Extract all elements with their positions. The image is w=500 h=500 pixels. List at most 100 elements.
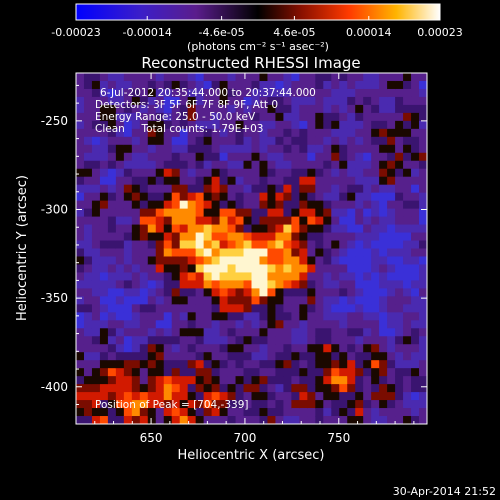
heatmap-cell: [299, 312, 308, 321]
heatmap-cell: [251, 144, 261, 154]
heatmap-cell: [187, 280, 197, 289]
heatmap-cell: [163, 224, 173, 234]
heatmap-cell: [267, 184, 277, 194]
heatmap-cell: [219, 256, 229, 266]
heatmap-cell: [171, 384, 181, 393]
heatmap-cell: [363, 224, 372, 234]
heatmap-cell: [99, 176, 109, 186]
heatmap-cell: [163, 280, 173, 289]
heatmap-cell: [187, 328, 197, 337]
heatmap-cell: [147, 328, 157, 337]
heatmap-cell: [259, 376, 269, 385]
heatmap-cell: [227, 336, 237, 345]
heatmap-cell: [243, 336, 253, 345]
heatmap-cell: [267, 248, 277, 258]
heatmap-cell: [171, 336, 181, 345]
heatmap-cell: [267, 312, 277, 321]
heatmap-cell: [163, 256, 173, 266]
heatmap-cell: [395, 336, 404, 345]
heatmap-cell: [243, 152, 253, 162]
heatmap-cell: [403, 248, 412, 258]
heatmap-cell: [291, 400, 300, 409]
heatmap-cell: [147, 304, 157, 313]
heatmap-cell: [147, 416, 157, 424]
heatmap-cell: [403, 112, 412, 122]
colorbar-tick-label: -0.00014: [122, 26, 171, 39]
heatmap-cell: [83, 136, 93, 146]
heatmap-cell: [219, 208, 229, 218]
heatmap-cell: [347, 336, 356, 345]
heatmap-cell: [371, 240, 380, 250]
heatmap-cell: [115, 400, 125, 409]
heatmap-cell: [267, 320, 277, 329]
heatmap-cell: [291, 288, 300, 297]
heatmap-cell: [195, 328, 205, 337]
heatmap-cell: [387, 104, 396, 114]
heatmap-cell: [387, 272, 396, 282]
heatmap-cell: [171, 128, 181, 138]
heatmap-cell: [203, 216, 213, 226]
heatmap-cell: [291, 136, 300, 146]
heatmap-cell: [91, 88, 101, 98]
heatmap-cell: [251, 408, 261, 417]
heatmap-cell: [91, 200, 101, 210]
heatmap-cell: [203, 272, 213, 282]
heatmap-cell: [99, 264, 109, 274]
heatmap-cell: [171, 136, 181, 146]
heatmap-cell: [379, 280, 388, 289]
heatmap-cell: [211, 216, 221, 226]
heatmap-cell: [339, 416, 348, 424]
heatmap-cell: [83, 184, 93, 194]
heatmap-cell: [76, 152, 85, 162]
heatmap-cell: [203, 208, 213, 218]
heatmap-cell: [387, 120, 396, 130]
heatmap-cell: [275, 128, 285, 138]
heatmap-cell: [315, 128, 324, 138]
heatmap-cell: [131, 416, 141, 424]
heatmap-cell: [123, 200, 133, 210]
heatmap-cell: [291, 200, 300, 210]
heatmap-cell: [179, 392, 189, 401]
heatmap-cell: [163, 376, 173, 385]
heatmap-cell: [155, 168, 165, 178]
heatmap-cell: [307, 264, 316, 274]
heatmap-cell: [139, 360, 149, 369]
heatmap-cell: [83, 73, 93, 82]
heatmap-cell: [187, 384, 197, 393]
heatmap-cell: [243, 288, 253, 297]
heatmap-cell: [379, 360, 388, 369]
heatmap-cell: [235, 240, 245, 250]
heatmap-cell: [219, 368, 229, 377]
heatmap-cell: [99, 288, 109, 297]
heatmap-cell: [115, 344, 125, 353]
heatmap-cell: [355, 352, 364, 361]
heatmap-cell: [83, 328, 93, 337]
heatmap-cell: [179, 280, 189, 289]
heatmap-cell: [76, 112, 85, 122]
heatmap-cell: [291, 216, 300, 226]
heatmap-cell: [219, 128, 229, 138]
y-axis: -250-300-350-400: [41, 84, 427, 405]
heatmap-cell: [131, 256, 141, 266]
heatmap-cell: [355, 392, 364, 401]
heatmap-cell: [115, 208, 125, 218]
heatmap-cell: [299, 360, 308, 369]
heatmap-cell: [235, 168, 245, 178]
heatmap-cell: [219, 376, 229, 385]
heatmap-cell: [267, 360, 277, 369]
heatmap-cell: [163, 232, 173, 242]
heatmap-cell: [107, 352, 117, 361]
heatmap-cell: [259, 224, 269, 234]
heatmap-cell: [219, 216, 229, 226]
heatmap-cell: [155, 96, 165, 106]
heatmap-cell: [339, 392, 348, 401]
peak-position-label: Position of Peak = [704,-339]: [95, 399, 249, 411]
heatmap-cell: [251, 96, 261, 106]
heatmap-cell: [299, 104, 308, 114]
heatmap-cell: [115, 296, 125, 305]
heatmap-cell: [131, 288, 141, 297]
heatmap-cell: [83, 312, 93, 321]
heatmap-cell: [219, 160, 229, 170]
heatmap-cell: [203, 288, 213, 297]
heatmap-cell: [259, 200, 269, 210]
